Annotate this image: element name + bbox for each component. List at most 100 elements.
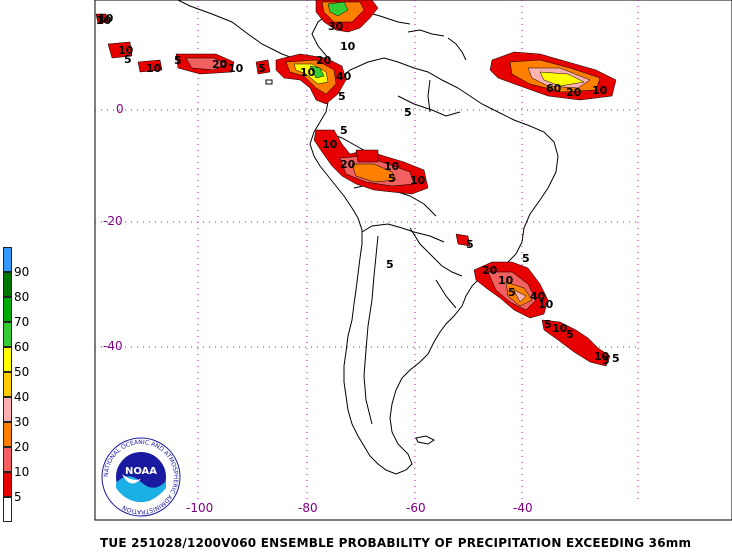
coast-antilles: [447, 37, 467, 61]
legend-label: 5: [14, 490, 22, 504]
contour-label: 10: [322, 138, 338, 151]
contour-label: 20: [482, 264, 498, 277]
contour-label: 10: [98, 12, 114, 25]
contour-label: 5: [388, 172, 396, 185]
legend-swatch: [3, 497, 12, 522]
border-8: [427, 79, 431, 113]
coast-galapagos: [265, 79, 273, 85]
contour-label: 60: [546, 82, 562, 95]
contour-label: 5: [338, 90, 346, 103]
precip-area-central-am-peak: [309, 65, 325, 79]
border-7: [397, 95, 461, 117]
map-caption: TUE 251028/1200V060 ENSEMBLE PROBABILITY…: [100, 536, 692, 550]
contour-label: 40: [530, 290, 546, 303]
legend-swatch: [3, 347, 12, 372]
contour-label: 10: [340, 40, 356, 53]
contour-label: 10: [228, 62, 244, 75]
contour-label: 5: [544, 318, 552, 331]
border-2: [409, 227, 463, 277]
coast-falklands: [415, 435, 435, 445]
legend-swatch: [3, 322, 12, 347]
contour-label: 5: [174, 54, 182, 67]
lat-label-0: 0: [116, 102, 124, 116]
legend-label: 40: [14, 390, 30, 404]
precip-area-peru-3: [351, 163, 397, 183]
logo-text: NOAA: [125, 466, 157, 477]
lon-label-80: -80: [298, 501, 318, 515]
contour-label: 5: [404, 106, 412, 119]
contour-label: 5: [508, 286, 516, 299]
legend-label: 50: [14, 365, 30, 379]
lat-label-20: -20: [103, 214, 123, 228]
contour-label: 5: [258, 62, 266, 75]
contour-label: 20: [316, 54, 332, 67]
contour-label: 10: [96, 14, 112, 27]
map-border: [94, 0, 732, 521]
legend-swatch: [3, 247, 12, 272]
contour-label: 5: [602, 354, 610, 367]
border-6: [435, 279, 457, 309]
precip-area-south-br-4: [513, 289, 527, 303]
coast-hispaniola: [407, 29, 445, 37]
precip-area-pac-1: [95, 13, 109, 25]
lat-label-40: -40: [103, 339, 123, 353]
contour-label: 10: [300, 66, 316, 79]
contour-label: 10: [538, 298, 554, 311]
legend-swatch: [3, 397, 12, 422]
contour-label: 40: [336, 70, 352, 83]
legend-label: 90: [14, 265, 30, 279]
precip-area-pac-5: [255, 59, 271, 75]
legend-label: 30: [14, 415, 30, 429]
lon-label-40: -40: [513, 501, 533, 515]
border-1: [361, 223, 445, 243]
precip-area-pac-3: [137, 59, 163, 73]
legend-swatch: [3, 422, 12, 447]
legend-label: 60: [14, 340, 30, 354]
precip-area-pac-4b: [185, 57, 227, 71]
contour-label: 20: [566, 86, 582, 99]
coast-south-america: [309, 57, 559, 475]
contour-label: 10: [118, 44, 134, 57]
legend-swatch: [3, 272, 12, 297]
precip-area-caribbean-core: [327, 1, 349, 17]
border-5: [363, 235, 379, 425]
contour-label: 20: [340, 158, 356, 171]
contour-label: 5: [340, 124, 348, 137]
contour-label: 10: [498, 274, 514, 287]
lon-label-100: -100: [186, 501, 214, 515]
precip-area-south-tail: [541, 319, 611, 367]
precip-area-atl-4: [539, 71, 585, 87]
legend-label: 80: [14, 290, 30, 304]
graticule: [95, 0, 640, 500]
precip-area-para: [455, 233, 471, 247]
legend-swatch: [3, 447, 12, 472]
precip-area-pac-2: [107, 41, 133, 59]
legend-swatch: [3, 372, 12, 397]
lon-label-60: -60: [406, 501, 426, 515]
contour-label: 5: [124, 53, 132, 66]
precip-area-peru-4: [355, 149, 379, 163]
legend-label: 10: [14, 465, 30, 479]
contour-label: 10: [594, 350, 610, 363]
noaa-logo: NATIONAL OCEANIC AND ATMOSPHERIC ADMINIS…: [101, 437, 181, 517]
contour-label: 5: [566, 328, 574, 341]
contour-label: 10: [592, 84, 608, 97]
precip-areas: [95, 0, 617, 367]
contour-label: 10: [552, 322, 568, 335]
contour-label: 20: [212, 58, 228, 71]
contour-label: 10: [146, 62, 162, 75]
contour-label: 5: [386, 258, 394, 271]
legend-swatch: [3, 472, 12, 497]
legend-label: 20: [14, 440, 30, 454]
contour-label: 5: [466, 238, 474, 251]
contour-label: 30: [328, 20, 344, 33]
contour-label: 5: [612, 352, 620, 365]
contour-label: 5: [522, 252, 530, 265]
legend-swatch: [3, 297, 12, 322]
contour-label: 10: [384, 160, 400, 173]
contour-label: 10: [410, 174, 426, 187]
legend-label: 70: [14, 315, 30, 329]
